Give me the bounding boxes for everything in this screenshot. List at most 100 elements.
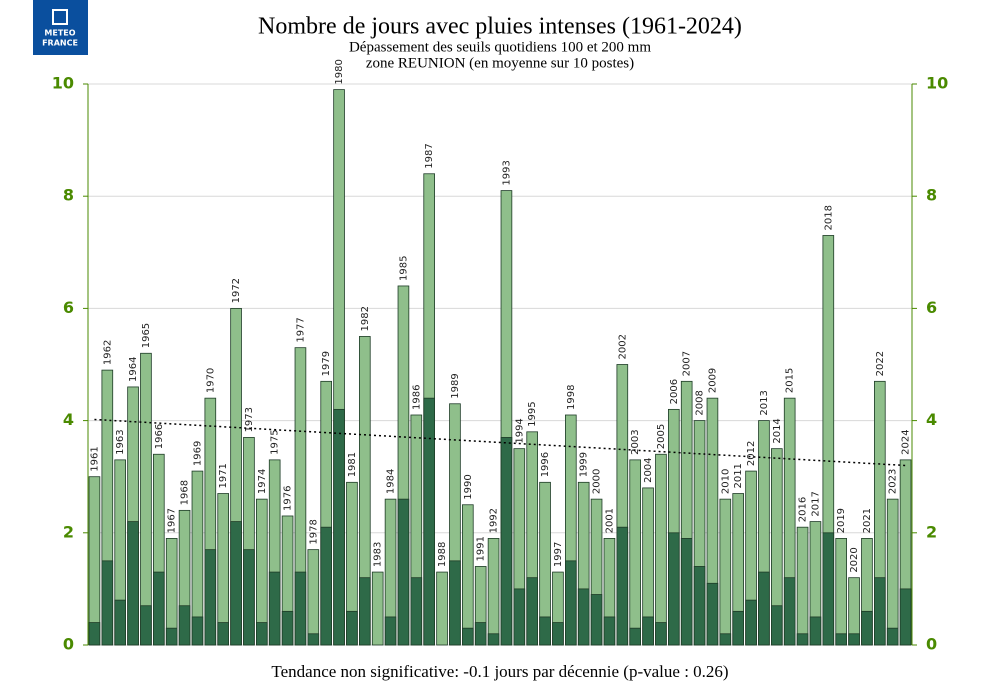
year-label: 2009 (707, 368, 718, 393)
bar (758, 571, 770, 646)
year-label: 2016 (798, 497, 809, 522)
bar (848, 633, 860, 646)
year-label: 2013 (759, 390, 770, 415)
year-label: 1986 (411, 385, 422, 410)
year-label: 1972 (231, 278, 242, 303)
bar (796, 526, 809, 646)
y2-tick-label: 2 (926, 522, 937, 541)
bar (127, 521, 139, 646)
bar (294, 571, 307, 646)
year-label: 2015 (785, 368, 796, 393)
year-label: 1988 (437, 542, 448, 567)
bar (191, 616, 204, 646)
bar (513, 588, 526, 646)
bar (629, 627, 641, 646)
year-label: 1961 (89, 446, 100, 471)
y-tick-label: 4 (63, 410, 74, 429)
year-label: 1987 (424, 143, 435, 168)
year-label: 1989 (450, 373, 461, 398)
year-label: 2001 (604, 508, 615, 533)
bar (835, 633, 847, 646)
y-tick-label: 0 (63, 635, 74, 654)
y2-tick-label: 4 (926, 410, 937, 429)
logo-icon (52, 9, 68, 25)
bar (629, 459, 641, 646)
year-label: 1973 (244, 407, 255, 432)
bar (462, 504, 474, 646)
bar (655, 622, 667, 646)
logo-text: FRANCE (42, 39, 78, 48)
bar (140, 352, 152, 646)
year-label: 2003 (630, 429, 641, 454)
bar (88, 622, 101, 646)
bar (487, 538, 500, 646)
bar (693, 566, 706, 646)
bar (642, 616, 654, 646)
bar (668, 532, 680, 646)
year-label: 1981 (347, 452, 358, 477)
y2-tick-label: 6 (926, 298, 937, 317)
bar (371, 571, 384, 646)
year-label: 2018 (823, 205, 834, 230)
bar (320, 526, 332, 646)
bar (539, 616, 551, 646)
bar (256, 622, 268, 646)
bar (822, 532, 835, 646)
year-label: 1975 (270, 429, 281, 454)
y-tick-label: 8 (63, 186, 74, 205)
year-label: 1990 (463, 474, 474, 499)
year-label: 1964 (128, 356, 139, 381)
year-label: 1979 (321, 351, 332, 376)
trend-line (94, 418, 906, 467)
year-label: 2011 (733, 463, 744, 488)
bar (835, 538, 847, 646)
bar (165, 627, 178, 646)
bar (88, 476, 101, 646)
bar (217, 622, 229, 646)
year-label: 1999 (579, 452, 590, 477)
chart-footer: Tendance non significative: -0.1 jours p… (271, 662, 728, 681)
year-label: 2002 (617, 334, 628, 359)
bar (436, 571, 448, 646)
bar (719, 633, 732, 646)
year-label: 1965 (141, 323, 152, 348)
year-label: 2008 (695, 390, 706, 415)
bar (565, 560, 577, 646)
bar (114, 599, 126, 646)
bar (552, 622, 564, 646)
bar (243, 549, 255, 646)
bar (886, 627, 899, 646)
year-label: 2014 (772, 418, 783, 443)
year-label: 1962 (102, 340, 113, 365)
year-label: 1974 (257, 469, 268, 494)
bar (204, 549, 217, 646)
chart-subtitle: zone REUNION (en moyenne sur 10 postes) (366, 55, 634, 71)
year-label: 1980 (334, 59, 345, 84)
bar (384, 616, 397, 646)
year-label: 2023 (888, 469, 899, 494)
year-label: 2007 (682, 351, 693, 376)
year-label: 2006 (669, 379, 680, 404)
bar (706, 582, 719, 646)
chart-title: Nombre de jours avec pluies intenses (19… (258, 14, 742, 40)
bar (333, 408, 345, 646)
bar (346, 610, 358, 646)
bar (474, 622, 487, 646)
bar (423, 397, 435, 646)
bar (796, 633, 809, 646)
year-label: 2020 (849, 547, 860, 572)
year-label: 1967 (167, 508, 178, 533)
bar (153, 571, 165, 646)
bar (783, 577, 796, 646)
bar (487, 633, 500, 646)
y-tick-label: 10 (52, 74, 74, 93)
year-label: 1993 (501, 160, 512, 185)
bar (307, 549, 320, 646)
year-label: 2005 (656, 424, 667, 449)
logo-text: METEO (44, 29, 75, 38)
year-label: 2017 (810, 491, 821, 516)
bar (886, 498, 899, 646)
bar (449, 560, 461, 646)
year-label: 2004 (643, 457, 654, 482)
bar (281, 610, 294, 646)
